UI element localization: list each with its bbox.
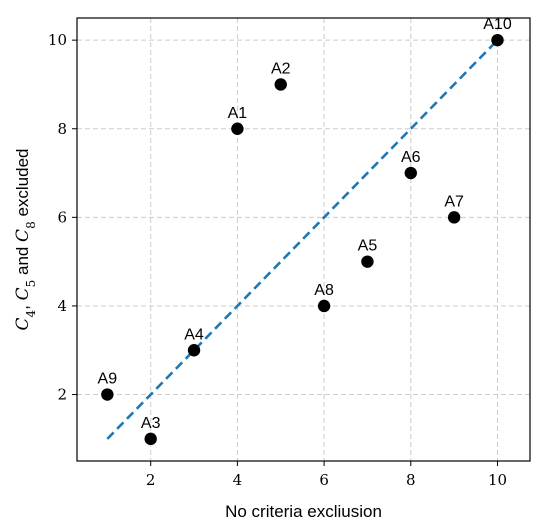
- x-axis-label: No criteria excliusion: [225, 502, 382, 521]
- y-tick-label-4: 4: [57, 297, 67, 315]
- y-tick-label-6: 6: [57, 208, 67, 226]
- axis-ticks: 2 4 6 8 10 2 4 6 8 10: [48, 31, 507, 489]
- point-label-A4: A4: [184, 326, 204, 343]
- point-label-A8: A8: [314, 282, 334, 299]
- point-label-A7: A7: [444, 193, 464, 210]
- x-tick-label-6: 6: [319, 471, 329, 489]
- data-point-A6: [404, 166, 417, 180]
- y-tick-label-8: 8: [57, 120, 67, 138]
- point-label-A1: A1: [228, 105, 248, 122]
- reference-line-y-equals-x: [106, 39, 499, 440]
- y-axis-label: C4, C5 and C8 excluded: [13, 148, 38, 330]
- data-point-A4: [187, 344, 201, 357]
- x-tick-label-8: 8: [406, 471, 416, 489]
- point-label-A5: A5: [358, 238, 378, 255]
- x-tick-label-4: 4: [233, 471, 243, 489]
- x-tick-label-10: 10: [488, 471, 507, 489]
- y-tick-label-2: 2: [57, 386, 67, 404]
- y-tick-label-10: 10: [48, 31, 67, 49]
- point-label-A2: A2: [271, 60, 291, 77]
- grid: [77, 18, 530, 461]
- data-point-A2: [274, 78, 287, 91]
- point-label-A10: A10: [483, 16, 512, 33]
- data-point-A7: [447, 211, 461, 224]
- point-labels: A1 A2 A3 A4 A5 A6 A7 A8 A9 A10: [98, 16, 512, 432]
- x-tick-label-2: 2: [146, 471, 156, 489]
- data-point-A1: [231, 122, 244, 135]
- data-points: [101, 33, 504, 446]
- data-point-A3: [144, 432, 157, 446]
- data-point-A9: [101, 388, 114, 401]
- point-label-A3: A3: [141, 415, 161, 432]
- data-point-A8: [317, 299, 331, 313]
- point-label-A9: A9: [98, 371, 118, 388]
- data-point-A5: [361, 255, 374, 268]
- data-point-A10: [491, 33, 504, 47]
- plot-frame: [76, 17, 531, 462]
- point-label-A6: A6: [401, 149, 421, 166]
